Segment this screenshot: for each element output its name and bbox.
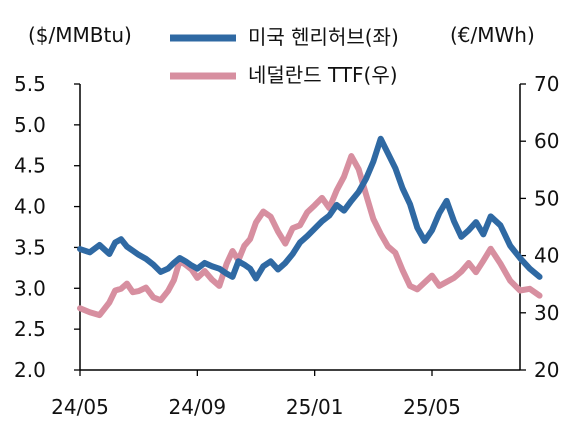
left-tick-label: 4.5 — [14, 154, 46, 178]
right-axis-label: (€/MWh) — [450, 23, 535, 47]
right-tick-label: 60 — [534, 129, 559, 153]
left-tick-label: 3.0 — [14, 276, 46, 300]
x-tick-label: 25/05 — [403, 395, 461, 419]
right-tick-label: 50 — [534, 186, 559, 210]
series-line-ttf — [77, 153, 543, 319]
left-tick-label: 4.0 — [14, 195, 46, 219]
x-tick-label: 24/05 — [51, 395, 109, 419]
left-axis-label: ($/MMBtu) — [28, 23, 132, 47]
series-line-henry-hub — [77, 135, 543, 282]
legend-label-ttf: 네덜란드 TTF(우) — [248, 63, 398, 87]
left-tick-label: 5.5 — [14, 72, 46, 96]
left-tick-label: 5.0 — [14, 113, 46, 137]
left-tick-label: 3.5 — [14, 235, 46, 259]
left-axis-ticks: 5.5 5.0 4.5 4.0 3.5 3.0 2.5 2.0 — [14, 72, 80, 382]
right-tick-label: 30 — [534, 301, 559, 325]
legend-label-henry-hub: 미국 헨리허브(좌) — [248, 25, 399, 49]
x-tick-label: 24/09 — [169, 395, 227, 419]
chart-legend: 미국 헨리허브(좌) 네덜란드 TTF(우) — [170, 25, 399, 87]
right-tick-label: 70 — [534, 72, 559, 96]
right-tick-label: 20 — [534, 358, 559, 382]
left-tick-label: 2.0 — [14, 358, 46, 382]
x-axis-ticks: 24/05 24/09 25/01 25/05 — [51, 370, 461, 419]
right-tick-label: 40 — [534, 244, 559, 268]
left-tick-label: 2.5 — [14, 317, 46, 341]
right-axis-ticks: 70 60 50 40 30 20 — [520, 72, 559, 382]
x-tick-label: 25/01 — [286, 395, 344, 419]
